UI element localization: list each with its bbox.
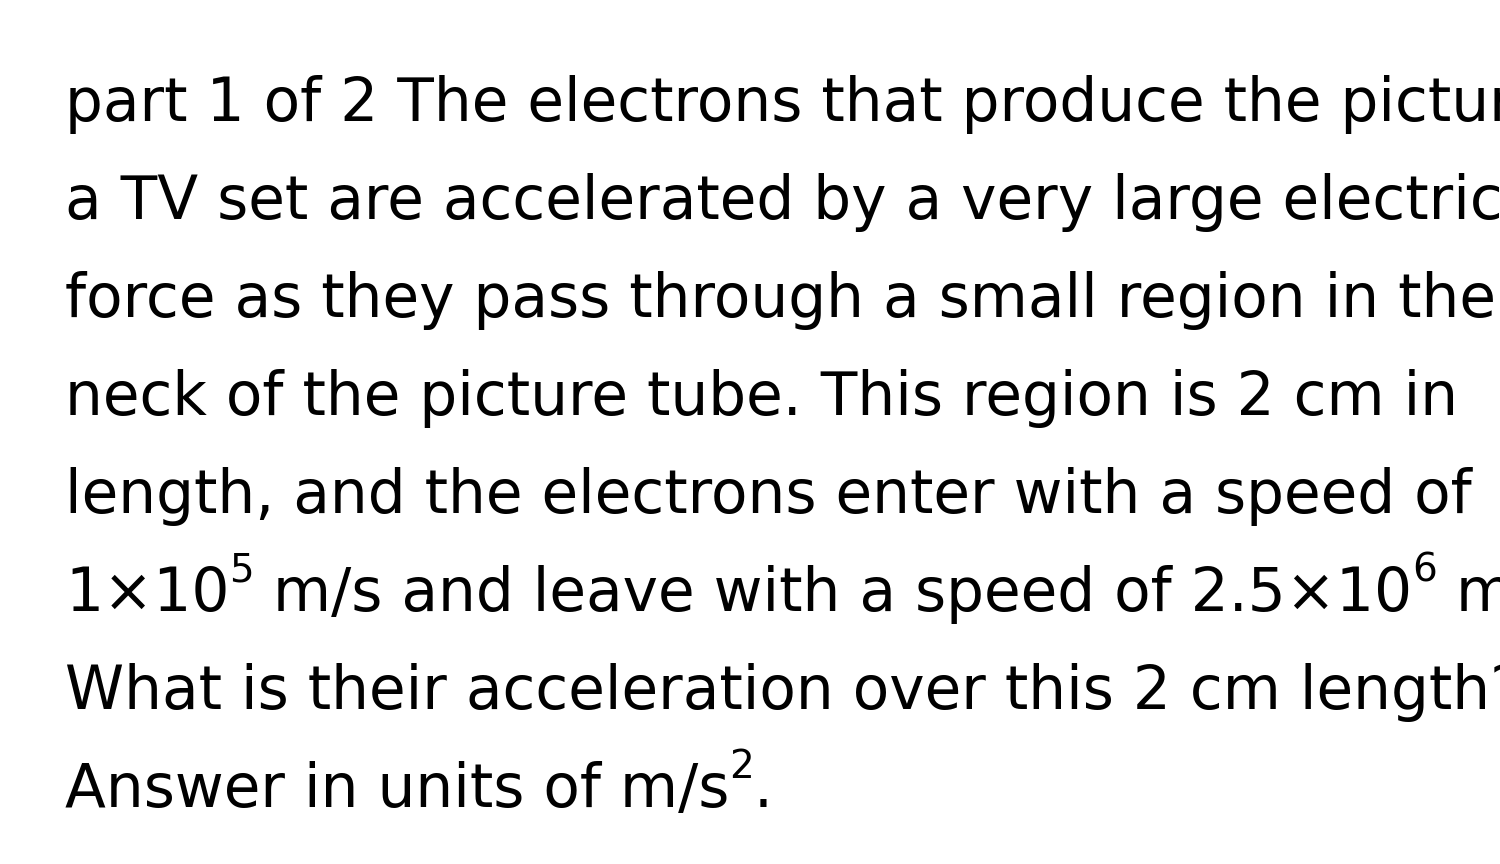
- Text: a TV set are accelerated by a very large electric: a TV set are accelerated by a very large…: [64, 173, 1500, 232]
- Text: length, and the electrons enter with a speed of: length, and the electrons enter with a s…: [64, 467, 1472, 526]
- Text: neck of the picture tube. This region is 2 cm in: neck of the picture tube. This region is…: [64, 369, 1458, 428]
- Text: 6: 6: [1413, 552, 1437, 590]
- Text: part 1 of 2 The electrons that produce the picture in: part 1 of 2 The electrons that produce t…: [64, 75, 1500, 134]
- Text: force as they pass through a small region in the: force as they pass through a small regio…: [64, 271, 1496, 330]
- Text: .: .: [754, 761, 772, 820]
- Text: 1×10: 1×10: [64, 565, 230, 624]
- Text: m/s and leave with a speed of 2.5×10: m/s and leave with a speed of 2.5×10: [254, 565, 1413, 624]
- Text: What is their acceleration over this 2 cm length?: What is their acceleration over this 2 c…: [64, 663, 1500, 722]
- Text: 5: 5: [230, 552, 254, 590]
- Text: 2: 2: [729, 748, 754, 786]
- Text: Answer in units of m/s: Answer in units of m/s: [64, 761, 729, 820]
- Text: m/s.: m/s.: [1437, 565, 1500, 624]
